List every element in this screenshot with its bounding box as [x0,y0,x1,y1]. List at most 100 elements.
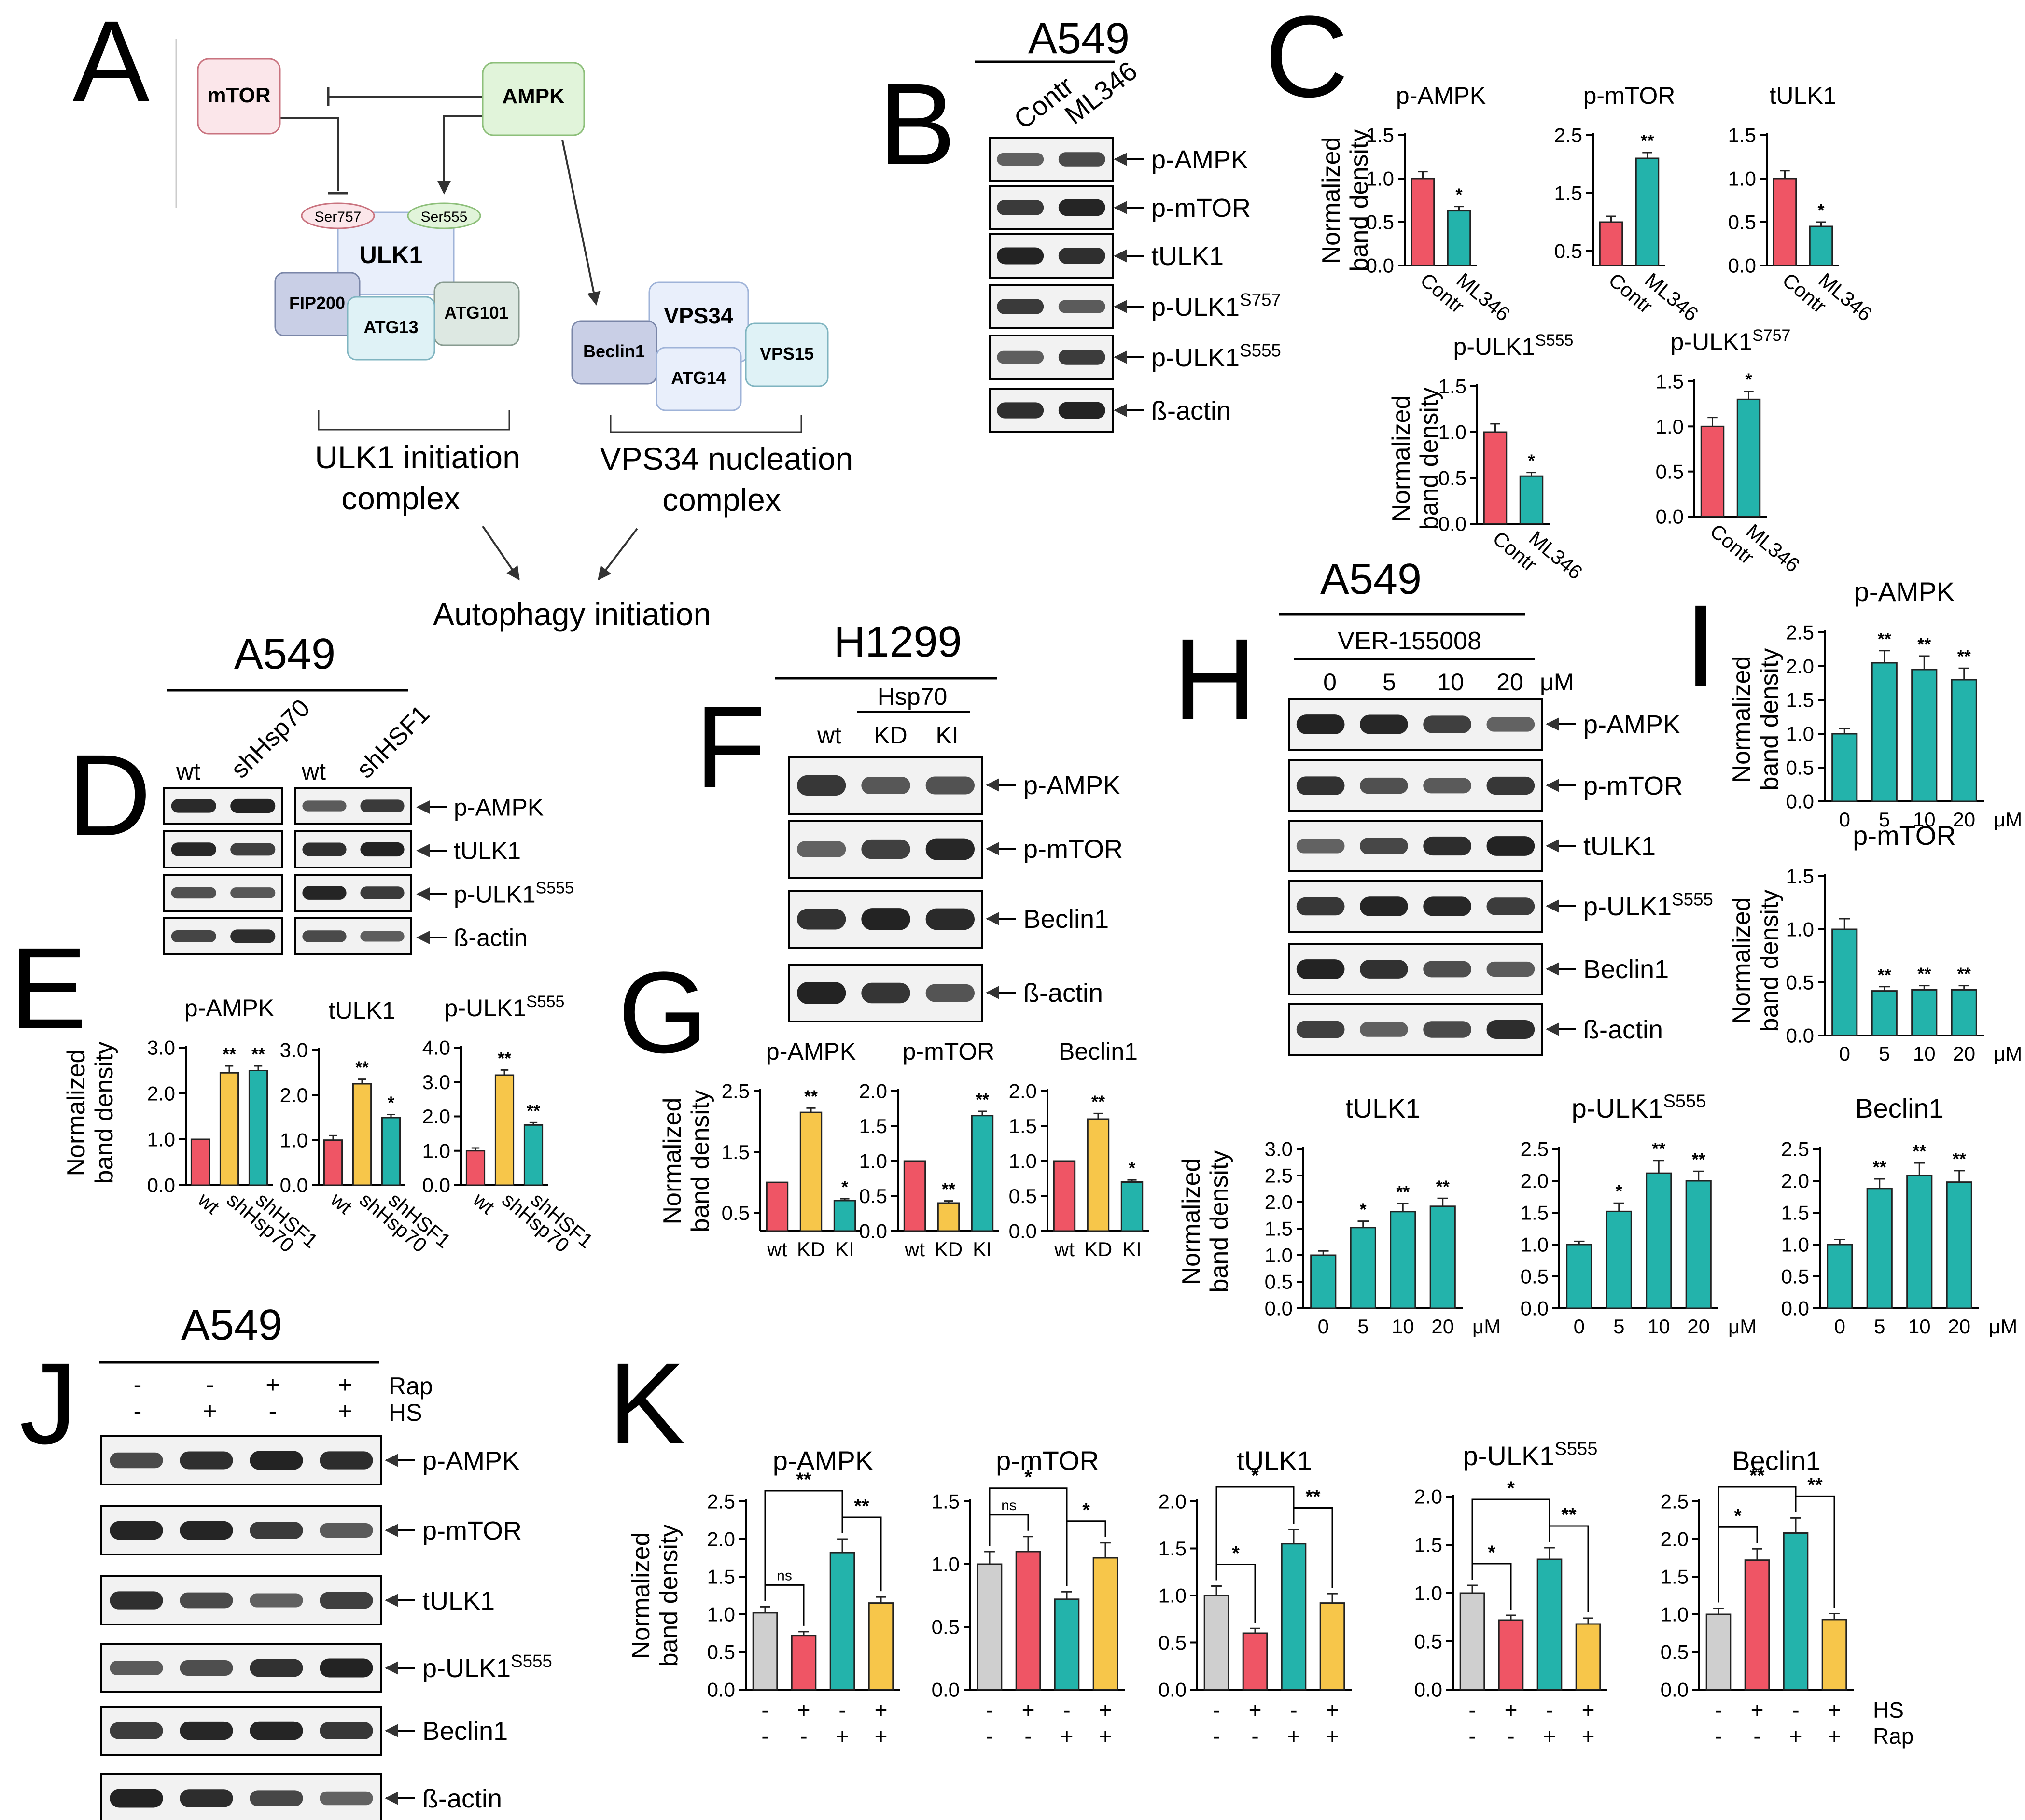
blot-band [171,887,216,899]
bar [1906,1175,1933,1309]
y-tick-label: 0.5 [1521,1265,1549,1288]
chart-c-pmtor [1586,133,1665,266]
bar [1871,990,1898,1036]
hs-sign: - [986,1697,993,1722]
x-tick-label: KI [835,1238,854,1260]
chart-title: tULK1 [1237,1445,1312,1476]
y-tick-label: 2.0 [422,1105,450,1128]
bracket-label: * [1251,1465,1259,1486]
blot-f-row-label: ß-actin [1023,979,1103,1008]
rap-sign: + [875,1723,888,1749]
y-tick-label: 2.5 [1781,1138,1809,1161]
bar [465,1150,486,1186]
unit-label: μM [1728,1315,1757,1338]
blot-j-row-label: p-ULK1S555 [422,1651,552,1683]
y-tick-label: 0.5 [1159,1631,1187,1654]
y-tick-label: 1.0 [1781,1233,1809,1256]
blot-band [1423,961,1471,978]
bar [1606,1210,1632,1309]
bar [971,1115,994,1232]
blot-band [320,1451,373,1470]
rap-sign: - [1213,1723,1220,1749]
blot-band [171,799,216,813]
blot-j-row-label: p-mTOR [422,1516,522,1545]
blot-band [230,798,276,813]
y-tick-label: 1.0 [1661,1603,1689,1626]
y-tick-label: 1.0 [1265,1244,1293,1267]
ampk-label: AMPK [502,84,565,108]
bar [323,1139,343,1186]
y-tick-label: 1.0 [1656,415,1684,438]
blot-band [797,841,846,857]
blot-j-rap-label: Rap [389,1372,433,1400]
bar [1053,1160,1076,1232]
significance-label: ** [976,1090,989,1109]
bar [1575,1623,1601,1691]
rap-sign: + [1061,1723,1074,1749]
blot-band [320,1658,373,1678]
bar [1242,1632,1268,1691]
bracket-label: * [1488,1542,1495,1563]
hs-sign: + [1751,1697,1764,1722]
vps15-node [745,322,829,387]
x-tick-label: wt [1054,1238,1075,1260]
chart-g-beclin1 [1041,1089,1149,1232]
significance-label: ** [1957,646,1971,666]
y-tick-label: 0.5 [707,1641,735,1664]
chart-k-tulk1 [1190,1486,1352,1691]
panel-letter-e: E [10,924,87,1053]
significance-label: ** [1396,1182,1410,1202]
unit-label: μM [1994,808,2022,831]
blot-band [861,982,910,1004]
y-tick-label: 2.5 [1554,124,1582,147]
rap-sign: - [1753,1723,1760,1749]
chart-title: p-ULK1S555 [445,993,565,1022]
y-tick-label: 2.0 [280,1084,308,1106]
bar [494,1074,515,1186]
blot-h-unit: μM [1540,669,1574,696]
y-tick-label: 0.0 [280,1174,308,1197]
y-tick-label: 0.5 [1786,971,1814,994]
chart-title: tULK1 [1345,1093,1421,1123]
blot-d-row-label: tULK1 [454,838,521,865]
chart-e-tulk1 [312,1048,405,1186]
significance-label: ** [1692,1149,1705,1169]
significance-bracket [764,1490,843,1601]
atg13-label: ATG13 [363,317,418,337]
bracket-label: ** [796,1469,811,1490]
significance-label: * [1129,1158,1135,1178]
bar [1054,1598,1080,1691]
y-tick-label: 0.5 [722,1202,750,1224]
bar [1498,1619,1524,1691]
panel-letter-d: D [68,730,151,860]
blot-band [110,1452,163,1469]
blot-band [320,1722,373,1739]
blot-f-group-label: Hsp70 [878,683,948,710]
x-tick-label: 10 [1913,808,1936,831]
autophagy-initiation-label: Autophagy initiation [433,596,711,632]
bar [1599,221,1623,266]
y-tick-label: 2.5 [707,1490,735,1513]
blot-band [1486,836,1535,856]
x-tick-label: 10 [1648,1315,1670,1338]
chart-title: tULK1 [329,997,396,1024]
rap-sign: - [800,1723,807,1749]
hs-sign: + [1099,1697,1112,1722]
blot-band [925,838,975,860]
bar [1459,1592,1485,1691]
x-tick-label: 20 [1953,808,1975,831]
y-tick-label: 1.5 [1786,865,1814,888]
blot-band [1360,838,1408,854]
rap-sign: - [1715,1723,1722,1749]
panel-letter-i: I [1685,581,1717,710]
y-axis-label-line2: band density [1415,388,1443,530]
y-tick-label: 2.0 [1521,1170,1549,1192]
blot-j-cell-line: A549 [181,1301,282,1349]
significance-label: ** [527,1101,540,1120]
y-tick-label: 2.0 [1781,1170,1809,1192]
y-axis-label-line2: band density [655,1525,683,1667]
bar [1281,1543,1307,1691]
bracket-label: * [1024,1467,1032,1488]
blot-h-lane-label: 5 [1383,669,1396,696]
unit-label: μM [1472,1315,1501,1338]
